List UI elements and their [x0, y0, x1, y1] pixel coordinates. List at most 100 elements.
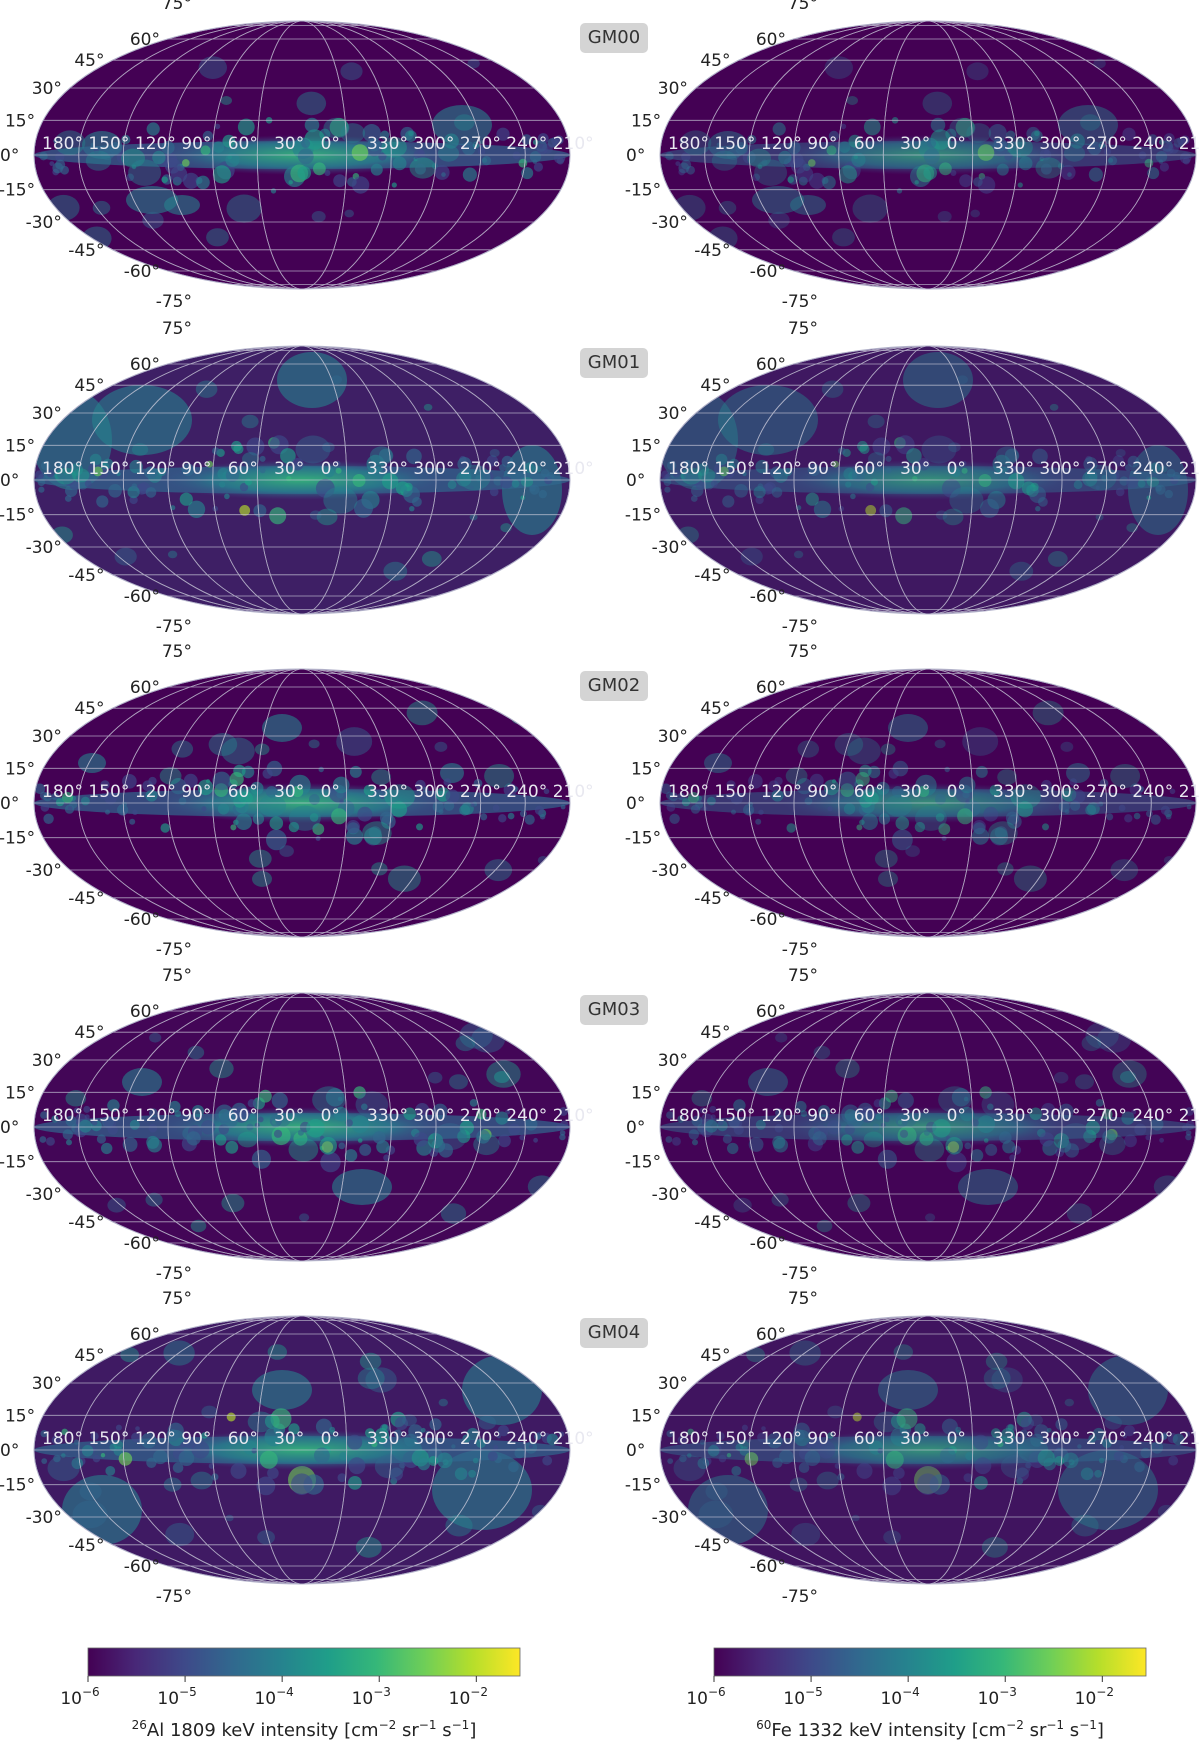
longitude-tick-label: 0° — [947, 459, 966, 479]
latitude-tick-label: 15° — [631, 436, 661, 456]
longitude-tick-label: 120° — [761, 134, 802, 154]
latitude-tick-label: 60° — [130, 355, 160, 375]
longitude-tick-label: 30° — [900, 134, 930, 154]
latitude-tick-label: 75° — [162, 319, 192, 339]
latitude-tick-label: -60° — [750, 587, 786, 607]
longitude-tick-label: 300° — [413, 782, 454, 802]
longitude-tick-label: 60° — [228, 1429, 258, 1449]
colorbar-tick-label: 10−2 — [449, 1685, 488, 1709]
graticule — [34, 1316, 570, 1584]
model-label-gm03: GM03 — [580, 995, 648, 1025]
latitude-tick-label: -15° — [0, 181, 35, 201]
graticule — [660, 21, 1196, 289]
longitude-tick-label: 150° — [88, 459, 129, 479]
latitude-tick-label: -15° — [0, 829, 35, 849]
longitude-tick-label: 330° — [993, 459, 1034, 479]
latitude-tick-label: 15° — [5, 1083, 35, 1103]
latitude-labels: 75°60° 45° 30° 15° 0° -15° -30° -45° -60° -75° — [0, 642, 192, 960]
latitude-labels: 75°60° 45° 30° 15° 0° -15° -30° -45° -60° -75° — [0, 1289, 192, 1607]
latitude-tick-label: -15° — [625, 1153, 661, 1173]
latitude-tick-label: -60° — [124, 262, 160, 282]
latitude-tick-label: -30° — [652, 861, 688, 881]
latitude-tick-label: -60° — [124, 910, 160, 930]
longitude-tick-label: 30° — [274, 1106, 304, 1126]
longitude-labels: 180° 150° 120° 90° 60° 30° 0° 330° 300° 270° 240° 2… — [668, 1106, 1200, 1126]
latitude-tick-label: -45° — [694, 1536, 730, 1556]
longitude-tick-label: 240° — [506, 1106, 547, 1126]
latitude-labels: 75°60° 45° 30° 15° 0° -15° -30° -45° -60° -75° — [625, 966, 818, 1284]
longitude-tick-label: 300° — [413, 1106, 454, 1126]
latitude-tick-label: -60° — [750, 1557, 786, 1577]
longitude-tick-label: 30° — [274, 134, 304, 154]
latitude-tick-label: -45° — [68, 1536, 104, 1556]
longitude-tick-label: 210° — [1179, 1429, 1200, 1449]
longitude-tick-label: 0° — [321, 1429, 340, 1449]
latitude-labels: 75°60° 45° 30° 15° 0° -15° -30° -45° -60° -75° — [625, 319, 818, 637]
sky-map-gm00-fe60: 180° 150° 120° 90° 60° 30° 0° 330° 300° 270° 240° 2… — [625, 0, 1200, 312]
longitude-tick-label: 30° — [900, 1106, 930, 1126]
latitude-tick-label: -75° — [156, 292, 192, 312]
longitude-tick-label: 120° — [761, 459, 802, 479]
longitude-tick-label: 240° — [506, 134, 547, 154]
latitude-tick-label: 15° — [5, 111, 35, 131]
longitude-tick-label: 300° — [1039, 1106, 1080, 1126]
longitude-tick-label: 300° — [1039, 1429, 1080, 1449]
longitude-tick-label: 270° — [1086, 134, 1127, 154]
longitude-tick-label: 330° — [993, 782, 1034, 802]
latitude-tick-label: -30° — [652, 213, 688, 233]
latitude-tick-label: 15° — [631, 1406, 661, 1426]
sky-map-gm02-al26: 180° 150° 120° 90° 60° 30° 0° 330° 300° 270° 240° 2… — [0, 642, 594, 960]
latitude-tick-label: -15° — [625, 506, 661, 526]
sky-map-gm02-fe60: 180° 150° 120° 90° 60° 30° 0° 330° 300° 270° 240° 2… — [625, 642, 1200, 960]
longitude-tick-label: 120° — [761, 782, 802, 802]
latitude-tick-label: 75° — [162, 1289, 192, 1309]
longitude-tick-label: 150° — [714, 134, 755, 154]
longitude-tick-label: 270° — [460, 782, 501, 802]
latitude-tick-label: 60° — [756, 1325, 786, 1345]
colorbar-tick-label: 10−3 — [978, 1685, 1017, 1709]
latitude-labels: 75°60° 45° 30° 15° 0° -15° -30° -45° -60° -75° — [625, 1289, 818, 1607]
longitude-tick-label: 240° — [1132, 134, 1173, 154]
longitude-tick-label: 330° — [993, 1429, 1034, 1449]
graticule — [660, 346, 1196, 614]
colorbar-tick-label: 10−5 — [783, 1685, 822, 1709]
longitude-tick-label: 300° — [413, 134, 454, 154]
latitude-tick-label: -75° — [782, 1264, 818, 1284]
latitude-tick-label: 30° — [32, 404, 62, 424]
model-label-gm04: GM04 — [580, 1318, 648, 1348]
longitude-tick-label: 330° — [993, 134, 1034, 154]
latitude-tick-label: 45° — [700, 376, 730, 396]
longitude-tick-label: 180° — [668, 1429, 709, 1449]
longitude-labels: 180° 150° 120° 90° 60° 30° 0° 330° 300° 270° 240° 2… — [42, 782, 594, 802]
longitude-tick-label: 120° — [761, 1106, 802, 1126]
longitude-tick-label: 90° — [807, 1106, 837, 1126]
sky-map-gm03-fe60: 180° 150° 120° 90° 60° 30° 0° 330° 300° 270° 240° 2… — [625, 966, 1200, 1284]
longitude-tick-label: 210° — [1179, 459, 1200, 479]
longitude-tick-label: 330° — [993, 1106, 1034, 1126]
latitude-tick-label: -45° — [694, 889, 730, 909]
longitude-tick-label: 270° — [460, 459, 501, 479]
longitude-tick-label: 0° — [321, 782, 340, 802]
longitude-tick-label: 30° — [274, 1429, 304, 1449]
latitude-tick-label: -60° — [750, 1234, 786, 1254]
longitude-tick-label: 120° — [135, 1429, 176, 1449]
longitude-labels: 180° 150° 120° 90° 60° 30° 0° 330° 300° 270° 240° 2… — [42, 459, 594, 479]
latitude-tick-label: -30° — [652, 1185, 688, 1205]
longitude-labels: 180° 150° 120° 90° 60° 30° 0° 330° 300° 270° 240° 2… — [42, 1106, 594, 1126]
latitude-tick-label: 60° — [756, 355, 786, 375]
latitude-tick-label: 30° — [658, 79, 688, 99]
latitude-tick-label: 45° — [700, 51, 730, 71]
longitude-tick-label: 150° — [88, 1429, 129, 1449]
longitude-tick-label: 90° — [807, 1429, 837, 1449]
colorbar-tick-label: 10−4 — [880, 1685, 919, 1709]
longitude-tick-label: 90° — [807, 134, 837, 154]
longitude-tick-label: 0° — [947, 1106, 966, 1126]
latitude-tick-label: 75° — [788, 642, 818, 662]
latitude-tick-label: 0° — [0, 471, 19, 491]
latitude-tick-label: -75° — [156, 1587, 192, 1607]
longitude-tick-label: 330° — [367, 1429, 408, 1449]
latitude-tick-label: -45° — [68, 566, 104, 586]
latitude-tick-label: -30° — [26, 1508, 62, 1528]
latitude-tick-label: -75° — [156, 1264, 192, 1284]
longitude-tick-label: 90° — [181, 134, 211, 154]
